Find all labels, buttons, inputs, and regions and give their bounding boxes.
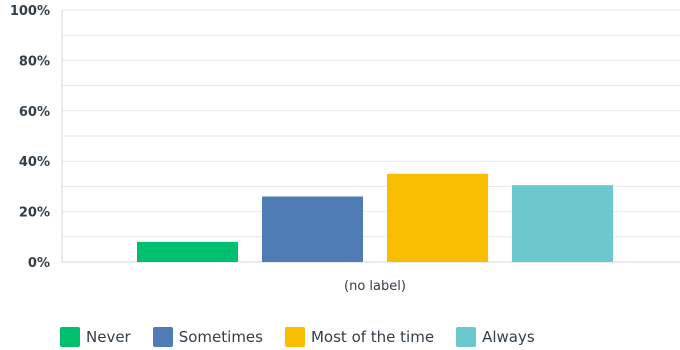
bar-sometimes[interactable]	[262, 196, 363, 262]
y-tick-label: 20%	[19, 206, 50, 221]
legend-swatch-never	[60, 327, 80, 347]
legend-label-most-of-the-time: Most of the time	[310, 328, 435, 346]
legend-item-most-of-the-time[interactable]: Most of the time	[284, 327, 435, 347]
bars	[137, 173, 613, 262]
legend-item-sometimes[interactable]: Sometimes	[152, 327, 263, 347]
bar-never[interactable]	[137, 241, 238, 262]
legend: Never Sometimes Most of the time Always	[60, 327, 557, 347]
y-tick-label: 80%	[19, 54, 50, 69]
legend-label-never: Never	[86, 328, 131, 346]
legend-item-never[interactable]: Never	[60, 327, 131, 347]
legend-swatch-always	[456, 327, 477, 347]
y-tick-label: 0%	[28, 256, 50, 271]
y-tick-label: 100%	[10, 4, 50, 19]
legend-label-always: Always	[482, 328, 535, 346]
legend-swatch-sometimes	[152, 327, 173, 347]
bar-most-of-the-time[interactable]	[387, 173, 488, 262]
x-category-label: (no label)	[344, 279, 406, 294]
legend-item-always[interactable]: Always	[456, 327, 535, 347]
y-tick-label: 60%	[19, 105, 50, 120]
y-axis-tick-labels: 0% 20% 40% 60% 80% 100%	[10, 4, 50, 271]
bar-always[interactable]	[512, 185, 613, 262]
bar-chart: 0% 20% 40% 60% 80% 100% (no label)	[10, 4, 680, 294]
y-tick-label: 40%	[19, 155, 50, 170]
legend-label-sometimes: Sometimes	[178, 328, 263, 346]
legend-swatch-most-of-the-time	[284, 327, 305, 347]
